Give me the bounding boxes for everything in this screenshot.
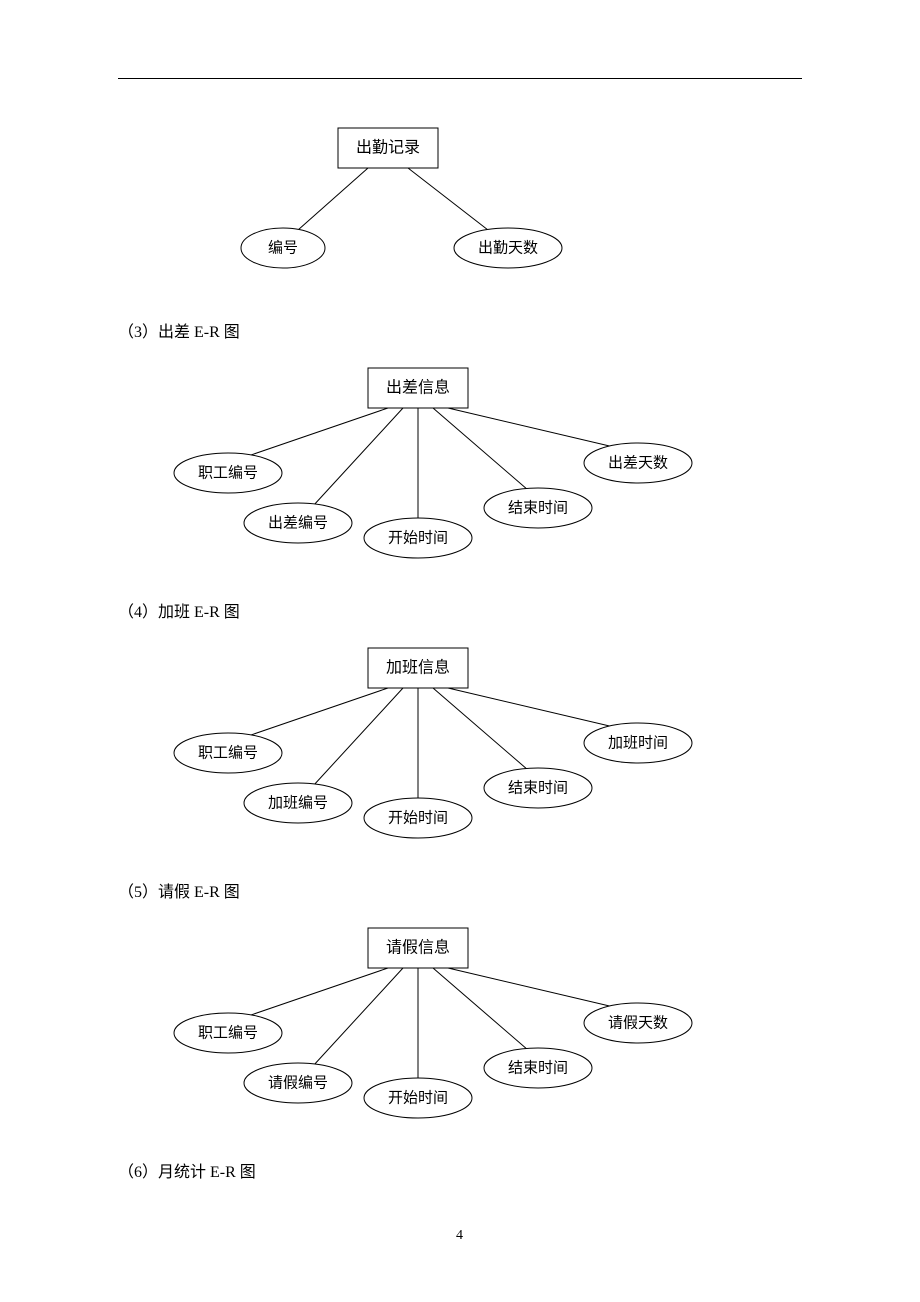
attribute-label: 编号	[268, 239, 298, 256]
edge	[248, 408, 388, 456]
edge	[248, 968, 388, 1016]
header-rule	[118, 78, 802, 79]
attribute-label: 职工编号	[198, 744, 258, 761]
diagram-attendance: 出勤记录编号 出勤天数	[108, 108, 668, 283]
caption-5: （5）请假 E-R 图	[118, 878, 240, 902]
entity-label: 出差信息	[386, 379, 450, 397]
edge	[433, 408, 528, 490]
page: 出勤记录编号出勤天数 （3）出差 E-R 图 出差信息职工编号出差编号开始时间结…	[0, 0, 920, 1302]
edge	[313, 968, 403, 1066]
diagram-leave: 请假信息职工编号请假编号开始时间 结束时间 请假天数	[108, 918, 748, 1128]
attribute-label: 加班编号	[268, 794, 328, 811]
attribute-label: 加班时间	[608, 734, 668, 751]
attribute-label: 出勤天数	[478, 239, 538, 256]
edge	[433, 688, 528, 770]
attribute-label: 请假天数	[608, 1014, 668, 1031]
attribute-label: 结束时间	[508, 779, 568, 796]
caption-4: （4）加班 E-R 图	[118, 598, 240, 622]
attribute-label: 开始时间	[388, 1089, 448, 1106]
diagram-attendance-svg: 出勤记录编号 出勤天数	[108, 108, 668, 283]
attribute-label: 请假编号	[268, 1074, 328, 1091]
edge	[448, 408, 618, 448]
attribute-label: 职工编号	[198, 464, 258, 481]
diagram-travel-svg: 出差信息职工编号出差编号开始时间 结束时间 出差天数	[108, 358, 748, 568]
attribute-label: 开始时间	[388, 529, 448, 546]
attribute-label: 出差编号	[268, 514, 328, 531]
page-number: 4	[456, 1228, 463, 1244]
attribute-label: 开始时间	[388, 809, 448, 826]
edge	[433, 968, 528, 1050]
attribute-label: 结束时间	[508, 1059, 568, 1076]
attribute-label: 职工编号	[198, 1024, 258, 1041]
edge	[448, 688, 618, 728]
edge	[248, 688, 388, 736]
entity-label: 请假信息	[386, 939, 450, 957]
edge	[298, 168, 368, 230]
diagram-overtime: 加班信息职工编号加班编号开始时间 结束时间 加班时间	[108, 638, 748, 848]
entity-label: 加班信息	[386, 659, 450, 677]
edge	[408, 168, 488, 230]
edge	[313, 408, 403, 506]
diagram-overtime-svg: 加班信息职工编号加班编号开始时间 结束时间 加班时间	[108, 638, 748, 848]
diagram-leave-svg: 请假信息职工编号请假编号开始时间 结束时间 请假天数	[108, 918, 748, 1128]
edge	[313, 688, 403, 786]
caption-6: （6）月统计 E-R 图	[118, 1158, 256, 1182]
attribute-label: 结束时间	[508, 499, 568, 516]
edge	[448, 968, 618, 1008]
caption-3: （3）出差 E-R 图	[118, 318, 240, 342]
diagram-travel: 出差信息职工编号出差编号开始时间 结束时间 出差天数	[108, 358, 748, 568]
entity-label: 出勤记录	[356, 139, 420, 157]
attribute-label: 出差天数	[608, 454, 668, 471]
